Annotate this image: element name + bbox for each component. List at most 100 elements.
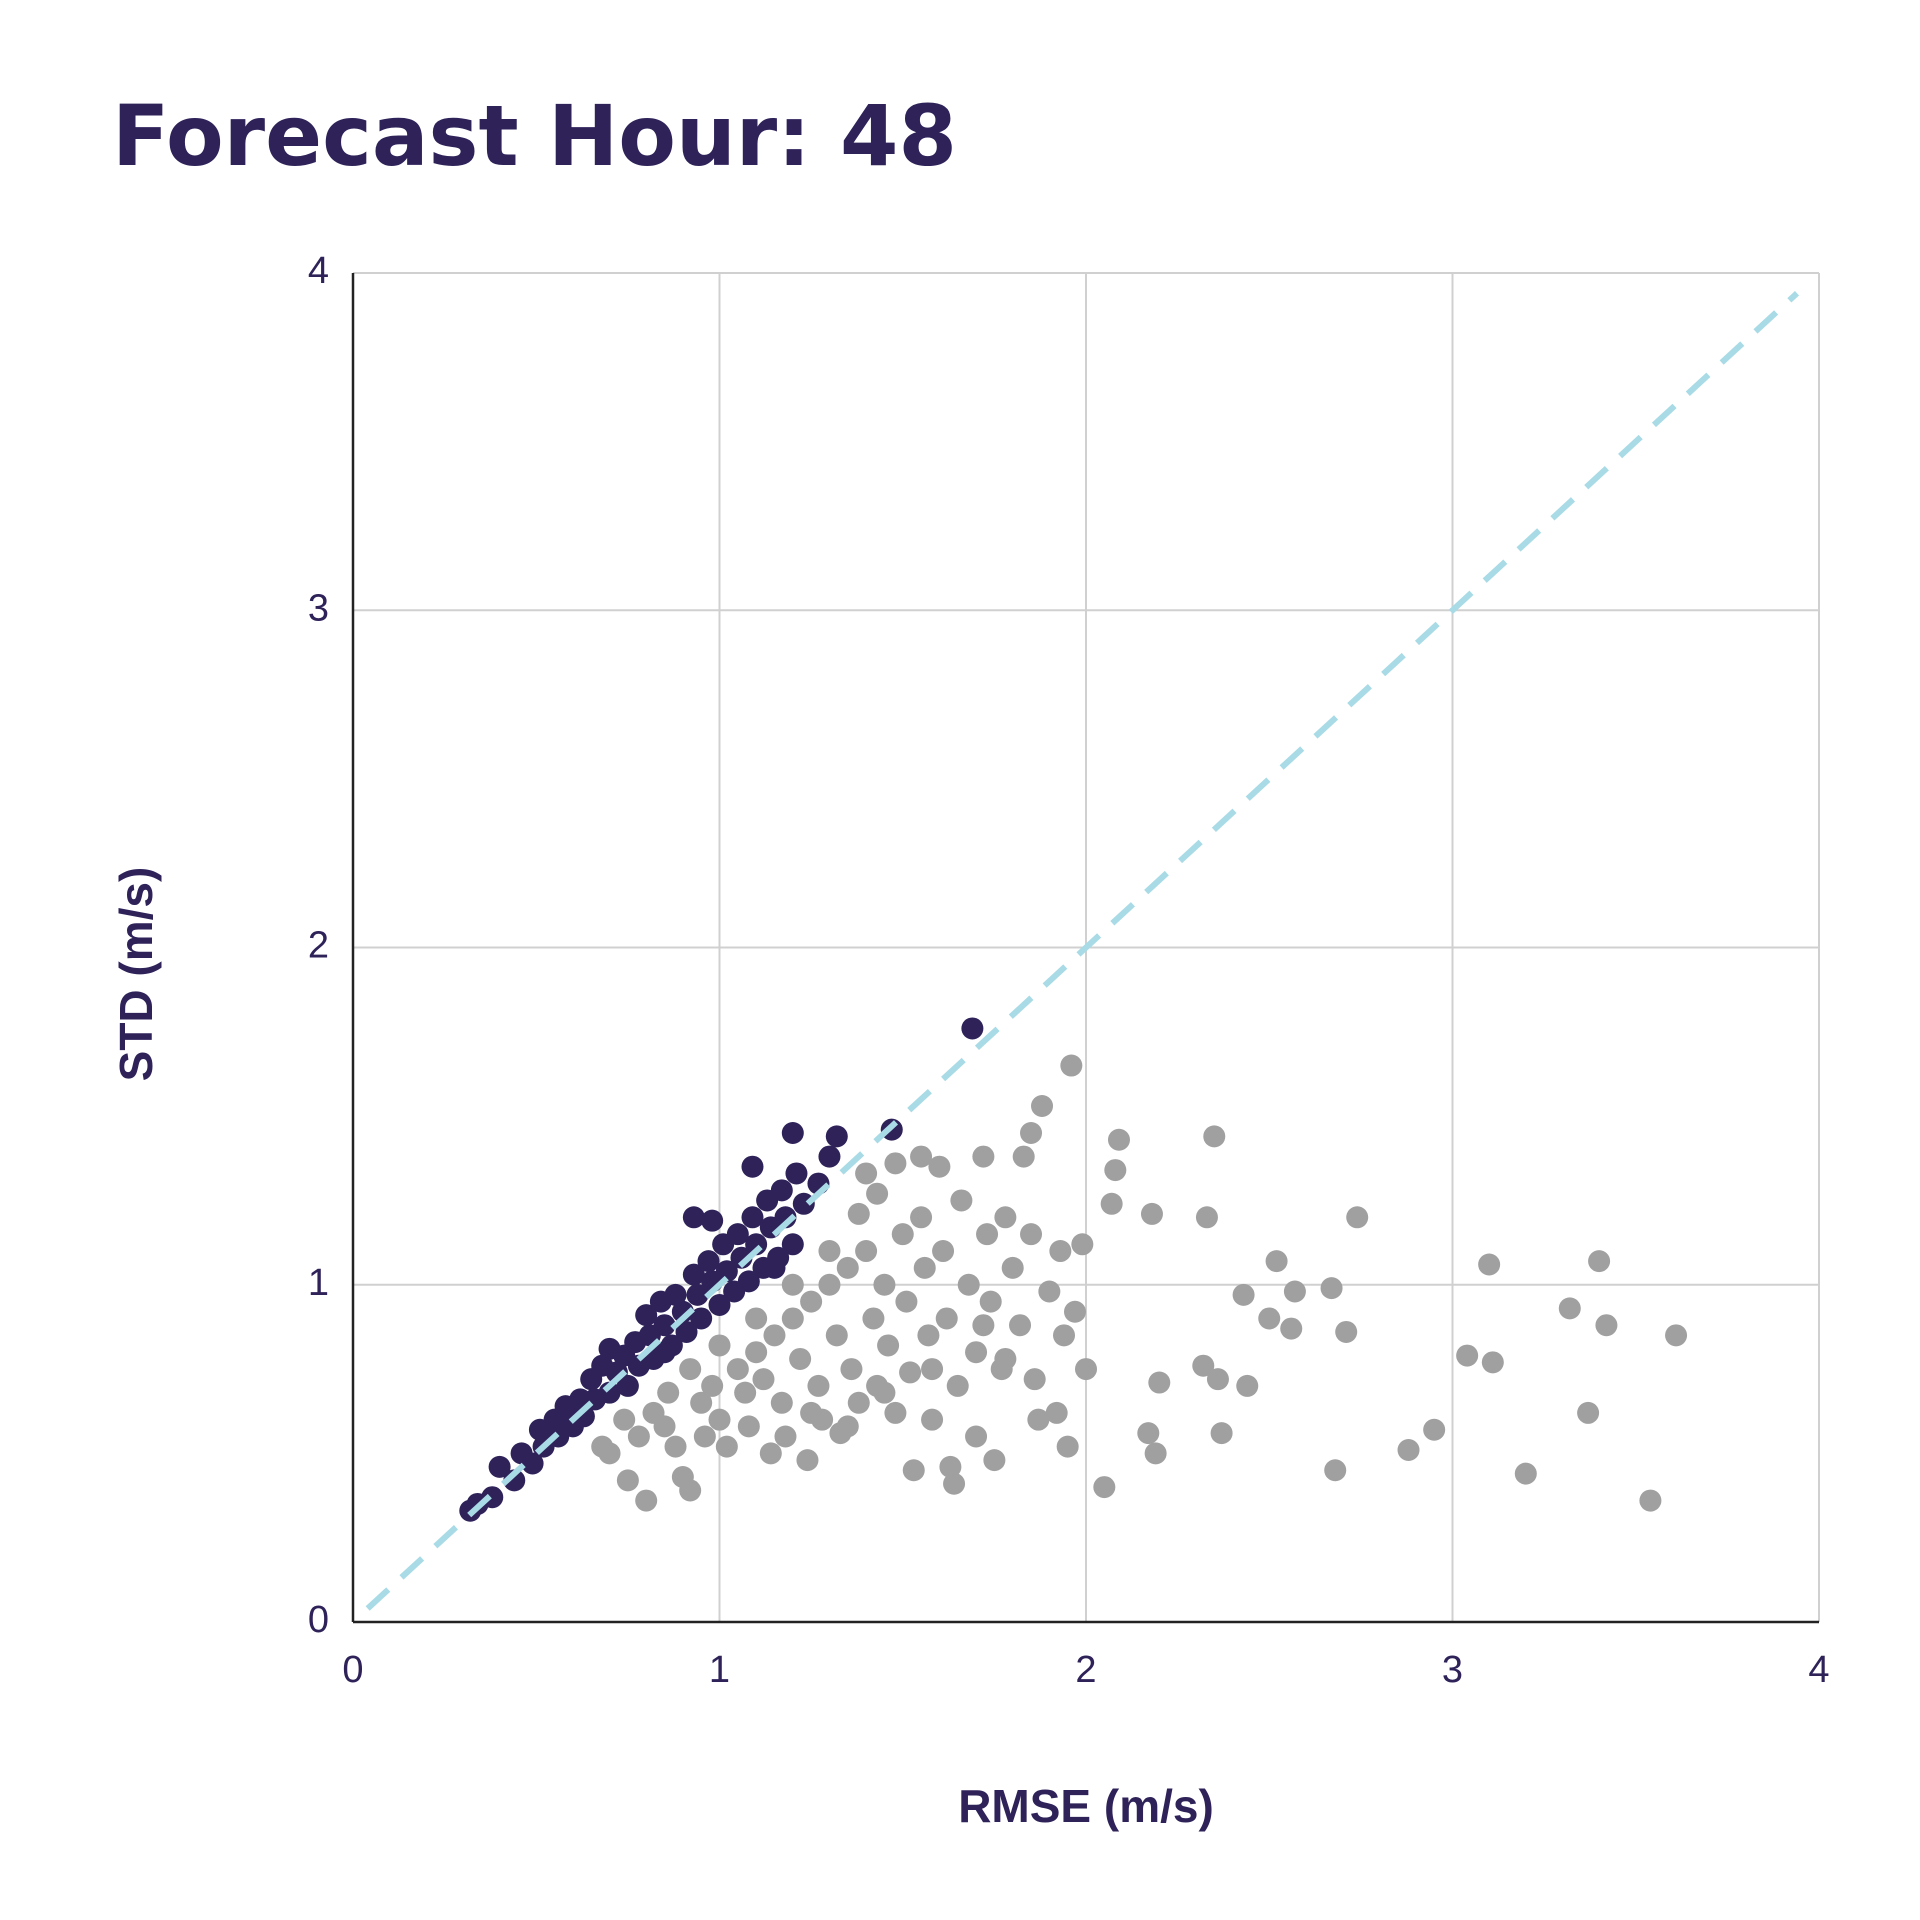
x-tick-label: 0	[342, 1649, 363, 1691]
scatter-point	[682, 1263, 705, 1286]
scatter-point	[1064, 1300, 1087, 1323]
scatter-point	[679, 1479, 702, 1502]
y-tick-label: 0	[308, 1599, 329, 1641]
scatter-point	[737, 1270, 760, 1293]
scatter-point	[1206, 1368, 1229, 1391]
scatter-point	[1346, 1206, 1369, 1229]
scatter-point	[657, 1381, 680, 1404]
scatter-point	[1210, 1422, 1233, 1445]
scatter-point	[1020, 1223, 1043, 1246]
scatter-point	[899, 1361, 922, 1384]
scatter-point	[1320, 1277, 1343, 1300]
scatter-point	[1075, 1358, 1097, 1381]
scatter-point	[957, 1273, 980, 1296]
scatter-point	[726, 1358, 749, 1381]
scatter-point	[825, 1324, 848, 1347]
scatter-point	[1423, 1418, 1446, 1441]
scatter-point	[1060, 1054, 1083, 1077]
y-axis-label: STD (m/s)	[110, 867, 162, 1082]
scatter-point	[781, 1121, 804, 1144]
scatter-point	[877, 1334, 900, 1357]
scatter-point	[679, 1358, 702, 1381]
scatter-point	[1140, 1202, 1163, 1225]
scatter-point	[686, 1283, 709, 1306]
scatter-point	[635, 1304, 658, 1327]
scatter-point	[1481, 1351, 1504, 1374]
scatter-point	[1001, 1256, 1024, 1279]
scatter-point	[1236, 1374, 1259, 1397]
scatter-point	[627, 1425, 650, 1448]
scatter-point	[796, 1449, 819, 1472]
scatter-point	[635, 1489, 658, 1512]
scatter-point	[943, 1472, 966, 1495]
y-tick-label: 1	[308, 1262, 329, 1304]
x-tick-label: 1	[709, 1649, 730, 1691]
scatter-point	[785, 1162, 808, 1185]
scatter-point	[976, 1223, 999, 1246]
scatter-point	[1456, 1344, 1479, 1367]
scatter-point	[693, 1425, 716, 1448]
scatter-point	[697, 1250, 720, 1273]
x-tick-label: 2	[1075, 1649, 1096, 1691]
reference-line	[365, 291, 1800, 1611]
scatter-point	[939, 1455, 962, 1478]
scatter-point	[770, 1179, 793, 1202]
scatter-point	[1595, 1314, 1618, 1337]
scatter-point	[873, 1381, 896, 1404]
scatter-point	[921, 1408, 944, 1431]
scatter-point	[741, 1155, 764, 1178]
scatter-point	[1144, 1442, 1167, 1465]
scatter-point	[1232, 1283, 1255, 1306]
scatter-point	[1049, 1240, 1072, 1263]
scatter-point	[781, 1307, 804, 1330]
scatter-point	[1639, 1489, 1662, 1512]
scatter-point	[836, 1415, 859, 1438]
scatter-point	[1577, 1401, 1600, 1424]
scatter-point	[913, 1256, 936, 1279]
scatter-point	[1137, 1422, 1160, 1445]
scatter-point	[917, 1324, 940, 1347]
scatter-point	[1280, 1317, 1303, 1340]
scatter-point	[1045, 1401, 1068, 1424]
scatter-point	[1093, 1476, 1116, 1499]
scatter-point	[946, 1374, 969, 1397]
scatter-point	[935, 1307, 958, 1330]
scatter-point	[781, 1233, 804, 1256]
scatter-point	[1038, 1280, 1061, 1303]
scatter-point	[708, 1408, 731, 1431]
scatter-point	[983, 1449, 1006, 1472]
scatter-point	[690, 1307, 713, 1330]
scatter-point	[866, 1182, 889, 1205]
scatter-point	[994, 1206, 1017, 1229]
scatter-point	[715, 1260, 738, 1283]
scatter-point	[763, 1256, 786, 1279]
scatter-point	[1665, 1324, 1688, 1347]
scatter-point	[763, 1324, 786, 1347]
scatter-point	[488, 1455, 511, 1478]
scatter-point	[1203, 1125, 1226, 1148]
scatter-point	[653, 1314, 676, 1337]
scatter-point	[616, 1374, 639, 1397]
scatter-point	[1478, 1253, 1501, 1276]
scatter-point	[1192, 1354, 1215, 1377]
scatter-point	[862, 1307, 885, 1330]
scatter-point	[1020, 1121, 1043, 1144]
scatter-point	[741, 1206, 764, 1229]
scatter-point	[932, 1240, 955, 1263]
scatter-point	[759, 1442, 782, 1465]
scatter-point	[675, 1320, 698, 1343]
scatter-point	[800, 1401, 823, 1424]
scatter-point	[836, 1256, 859, 1279]
scatter-point	[1023, 1368, 1046, 1391]
y-tick-label: 3	[308, 587, 329, 629]
scatter-point	[807, 1374, 830, 1397]
scatter-point	[653, 1341, 676, 1364]
scatter-point	[910, 1206, 933, 1229]
scatter-point	[979, 1290, 1002, 1313]
scatter-point	[891, 1223, 914, 1246]
scatter-point	[855, 1240, 878, 1263]
scatter-point	[708, 1334, 731, 1357]
scatter-point	[521, 1452, 544, 1475]
y-tick-label: 4	[308, 250, 329, 292]
